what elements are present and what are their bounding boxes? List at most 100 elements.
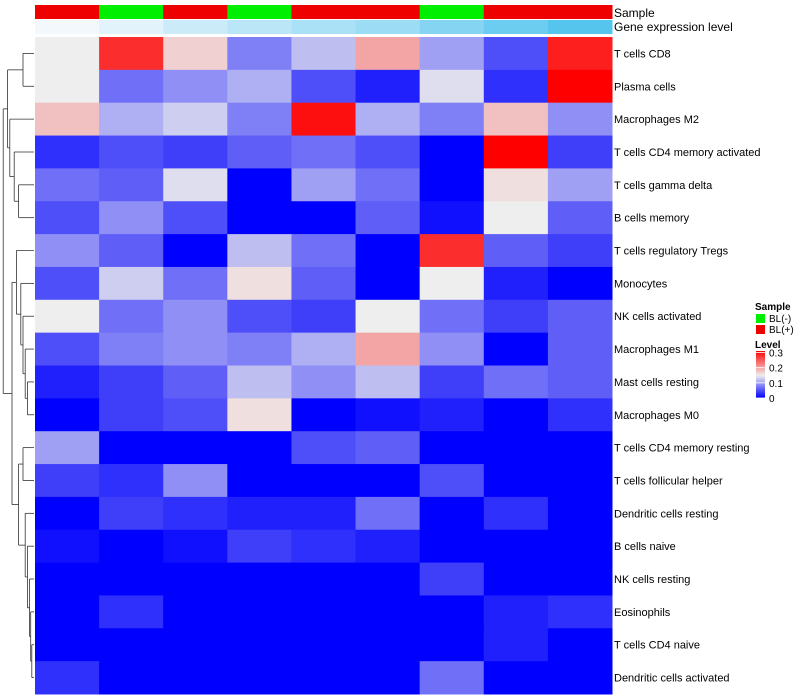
row-label: T cells regulatory Tregs bbox=[614, 246, 729, 258]
heatmap-cell bbox=[163, 529, 228, 564]
heatmap-cell bbox=[291, 595, 357, 629]
heatmap-cell bbox=[483, 365, 549, 399]
heatmap-cell bbox=[35, 365, 100, 399]
sample-cell bbox=[547, 5, 613, 19]
heatmap-cell bbox=[547, 595, 613, 629]
heatmap-cell bbox=[163, 464, 228, 498]
heatmap-cell bbox=[99, 431, 164, 465]
level-tick-label: 0 bbox=[769, 394, 775, 405]
heatmap-cell bbox=[99, 464, 164, 498]
heatmap-grid bbox=[35, 37, 613, 695]
heatmap-cell bbox=[291, 299, 357, 334]
heatmap-cell bbox=[99, 595, 164, 629]
heatmap-cell bbox=[227, 529, 292, 564]
level-tick-label: 0.2 bbox=[769, 364, 783, 375]
heatmap-cell bbox=[291, 365, 357, 399]
row-label: T cells CD4 naive bbox=[614, 640, 700, 652]
heatmap-cell bbox=[547, 299, 613, 334]
sample-cell bbox=[483, 5, 549, 19]
heatmap-cell bbox=[547, 496, 613, 531]
heatmap-cell bbox=[99, 201, 164, 235]
row-label: Eosinophils bbox=[614, 607, 671, 619]
heatmap-cell bbox=[419, 562, 485, 596]
heatmap-cell bbox=[291, 234, 357, 268]
heatmap-cell bbox=[355, 365, 421, 399]
heatmap-cell bbox=[291, 661, 357, 695]
level-legend-title: Level bbox=[755, 340, 781, 351]
heatmap-cell bbox=[163, 299, 228, 334]
heatmap-cell bbox=[99, 135, 164, 169]
heatmap-cell bbox=[547, 464, 613, 498]
heatmap-cell bbox=[419, 234, 485, 268]
sample-legend-title: Sample bbox=[755, 302, 791, 313]
heatmap-cell bbox=[227, 628, 292, 662]
heatmap-cell bbox=[355, 529, 421, 564]
heatmap-cell bbox=[99, 102, 164, 137]
heatmap-cell bbox=[355, 234, 421, 268]
heatmap-cell bbox=[291, 332, 357, 366]
heatmap-cell bbox=[35, 529, 100, 564]
expression-cell bbox=[99, 20, 164, 34]
row-label: Monocytes bbox=[614, 278, 668, 290]
expression-cell bbox=[419, 20, 485, 34]
row-labels: T cells CD8 Plasma cells Macrophages M2 T c… bbox=[614, 48, 761, 684]
heatmap-cell bbox=[419, 496, 485, 531]
sample-cell bbox=[355, 5, 421, 19]
heatmap-cell bbox=[99, 266, 164, 301]
expression-cell bbox=[163, 20, 228, 34]
heatmap-cell bbox=[227, 595, 292, 629]
heatmap-cell bbox=[227, 69, 292, 104]
legend-swatch-bl-pos bbox=[756, 325, 765, 334]
heatmap-cell bbox=[483, 266, 549, 301]
expression-annotation-bar bbox=[35, 20, 613, 34]
level-tick-label: 0.3 bbox=[769, 349, 783, 360]
row-label: NK cells activated bbox=[614, 311, 701, 323]
heatmap-cell bbox=[291, 398, 357, 432]
row-label: T cells follicular helper bbox=[614, 475, 723, 487]
heatmap-cell bbox=[227, 201, 292, 235]
heatmap-cell bbox=[355, 496, 421, 531]
heatmap-cell bbox=[483, 299, 549, 334]
legend: Sample BL(-) BL(+) Level 0.3 0.2 0.1 0 bbox=[755, 302, 794, 405]
row-label: Dendritic cells resting bbox=[614, 508, 719, 520]
heatmap-cell bbox=[355, 661, 421, 695]
heatmap-cell bbox=[547, 168, 613, 202]
heatmap-cell bbox=[35, 102, 100, 137]
heatmap-cell bbox=[419, 37, 485, 71]
heatmap-cell bbox=[483, 398, 549, 432]
legend-swatch-bl-neg bbox=[756, 314, 765, 323]
sample-cell bbox=[99, 5, 164, 19]
level-ticks: 0.3 0.2 0.1 0 bbox=[756, 349, 783, 405]
sample-cell bbox=[419, 5, 485, 19]
heatmap-cell bbox=[163, 496, 228, 531]
heatmap-cell bbox=[355, 37, 421, 71]
heatmap-cell bbox=[227, 299, 292, 334]
heatmap-cell bbox=[355, 562, 421, 596]
heatmap-cell bbox=[99, 529, 164, 564]
heatmap-cell bbox=[227, 135, 292, 169]
heatmap-cell bbox=[483, 562, 549, 596]
heatmap-cell bbox=[163, 661, 228, 695]
heatmap-cell bbox=[547, 431, 613, 465]
heatmap-cell bbox=[291, 529, 357, 564]
heatmap-cell bbox=[227, 234, 292, 268]
heatmap-cell bbox=[99, 69, 164, 104]
heatmap-cell bbox=[35, 299, 100, 334]
heatmap-cell bbox=[99, 398, 164, 432]
heatmap-cell bbox=[547, 562, 613, 596]
heatmap-cell bbox=[163, 168, 228, 202]
heatmap-cell bbox=[99, 628, 164, 662]
level-colorbar bbox=[756, 351, 765, 398]
heatmap-cell bbox=[227, 37, 292, 71]
row-label: B cells naive bbox=[614, 541, 676, 553]
heatmap-cell bbox=[547, 135, 613, 169]
heatmap-cell bbox=[35, 135, 100, 169]
row-label: T cells CD8 bbox=[614, 48, 671, 60]
heatmap-cell bbox=[483, 102, 549, 137]
heatmap-cell bbox=[547, 332, 613, 366]
heatmap-cell bbox=[35, 37, 100, 71]
sample-cell bbox=[291, 5, 357, 19]
heatmap-cell bbox=[163, 102, 228, 137]
heatmap-cell bbox=[355, 168, 421, 202]
row-label: Dendritic cells activated bbox=[614, 673, 730, 685]
